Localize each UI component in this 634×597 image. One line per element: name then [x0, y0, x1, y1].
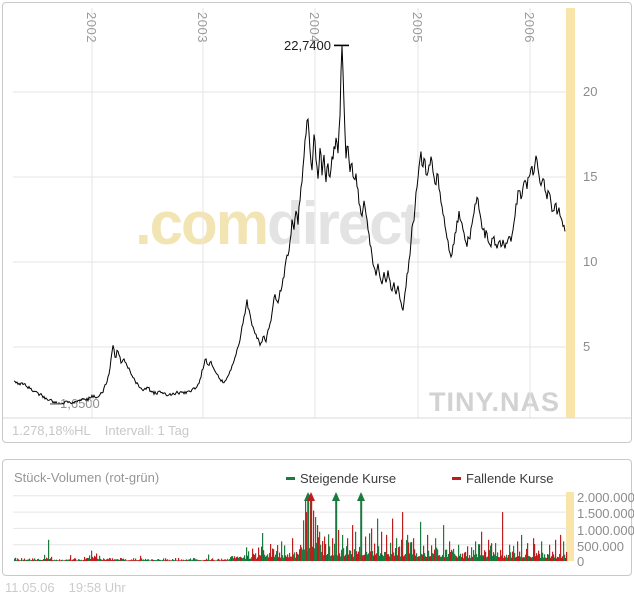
volume-y-tick: 1.500.000: [577, 506, 634, 521]
falling-volume-swatch-icon: [452, 477, 461, 481]
price-y-tick: 20: [583, 84, 598, 99]
price-chart-footer: 1.278,18%HL Intervall: 1 Tag: [12, 423, 203, 438]
x-axis-year-label: 2006: [522, 12, 537, 43]
comdirect-watermark-direct: direct: [267, 190, 420, 257]
comdirect-watermark: .comdirect: [135, 194, 420, 254]
price-y-tick: 15: [583, 169, 598, 184]
x-axis-year-label: 2002: [84, 12, 99, 43]
x-axis-year-label: 2003: [195, 12, 210, 43]
volume-y-tick: 1.000.000: [577, 523, 634, 538]
legend-item-falling: Fallende Kurse: [452, 470, 553, 488]
volume-y-tick: 0: [577, 554, 585, 569]
volume-y-tick: 2.000.000: [577, 490, 634, 505]
change-percent-hl: 1.278,18%HL: [12, 423, 91, 438]
interval-label: Intervall: 1 Tag: [104, 423, 190, 438]
legend-item-rising: Steigende Kurse: [286, 470, 396, 488]
footer-date: 11.05.06: [5, 580, 55, 595]
legend-label: Fallende Kurse: [466, 471, 554, 486]
x-axis-year-label: 2005: [410, 12, 425, 43]
comdirect-watermark-com: .com: [135, 190, 269, 257]
footer-time: 19:58 Uhr: [68, 580, 126, 595]
legend-label: Steigende Kurse: [300, 471, 397, 486]
price-y-tick: 5: [583, 339, 591, 354]
low-price-annotation: 1,6500: [60, 396, 100, 411]
price-y-tick: 10: [583, 254, 598, 269]
rising-volume-swatch-icon: [286, 477, 295, 481]
volume-chart-title: Stück-Volumen (rot-grün): [14, 470, 160, 485]
volume-y-tick: 500.000: [577, 539, 624, 554]
timestamp-footer: 11.05.06 19:58 Uhr: [5, 580, 140, 595]
ticker-watermark: TINY.NAS: [429, 387, 561, 417]
high-price-annotation: 22,7400: [284, 38, 331, 53]
